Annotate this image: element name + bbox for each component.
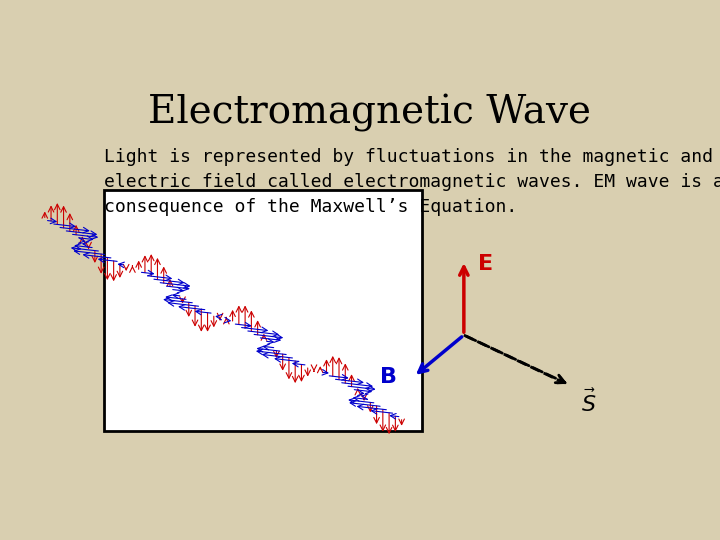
Text: Electromagnetic Wave: Electromagnetic Wave — [148, 94, 590, 132]
Text: E: E — [478, 254, 493, 274]
Text: Light is represented by fluctuations in the magnetic and
electric field called e: Light is represented by fluctuations in … — [104, 148, 720, 216]
Text: B: B — [380, 367, 397, 387]
Bar — [104, 190, 422, 431]
Text: $\vec{S}$: $\vec{S}$ — [581, 389, 596, 416]
